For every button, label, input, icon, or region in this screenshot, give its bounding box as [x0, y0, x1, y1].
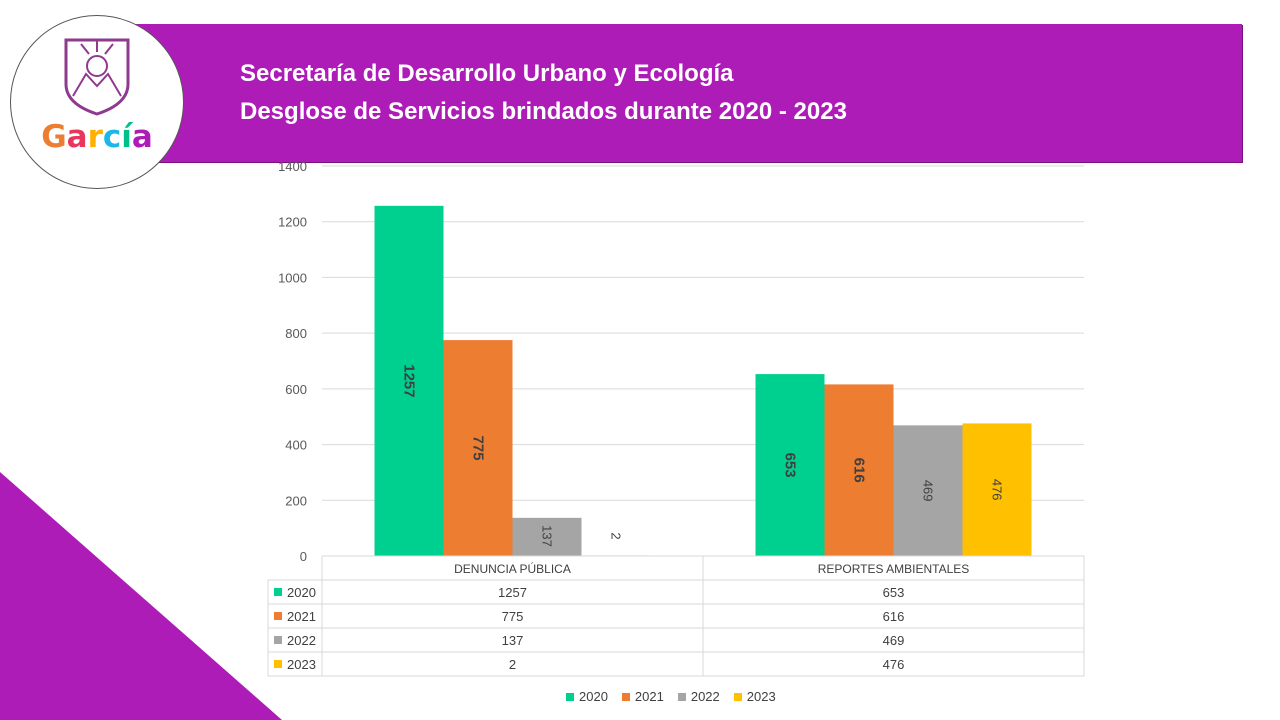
- bar: [824, 384, 894, 556]
- table-cell: 2: [509, 657, 516, 672]
- data-label: 469: [921, 480, 936, 502]
- bar: [443, 340, 513, 556]
- logo-letter: í: [121, 119, 133, 155]
- legend-label: 2021: [634, 689, 664, 704]
- bar: [755, 374, 825, 556]
- legend-key-swatch: [274, 588, 282, 596]
- y-tick-label: 200: [285, 493, 307, 508]
- legend-item: 2021: [621, 689, 664, 704]
- y-tick-label: 400: [285, 438, 307, 453]
- y-tick-label: 1200: [278, 215, 307, 230]
- y-tick-label: 0: [300, 549, 307, 564]
- legend-swatch: [677, 692, 686, 701]
- series-label: 2023: [287, 657, 316, 672]
- legend-key-swatch: [274, 612, 282, 620]
- table-cell: 476: [883, 657, 905, 672]
- logo-letter: r: [88, 119, 104, 155]
- logo-letter: c: [103, 119, 121, 155]
- legend-key-swatch: [274, 660, 282, 668]
- shield-icon: García: [41, 38, 153, 155]
- logo: García: [10, 15, 184, 189]
- legend-item: 2023: [733, 689, 776, 704]
- legend-item: 2020: [566, 689, 608, 704]
- data-label: 2: [609, 532, 624, 539]
- table-cell: 469: [883, 633, 905, 648]
- logo-letter: G: [41, 119, 66, 155]
- data-label: 775: [470, 436, 487, 461]
- data-label: 476: [990, 479, 1005, 501]
- y-tick-label: 1400: [278, 159, 307, 174]
- chart-legend: 2020 2021 2022 2023: [566, 689, 776, 704]
- table-cell: 775: [502, 609, 524, 624]
- data-label: 653: [782, 453, 799, 478]
- category-label: DENUNCIA PÚBLICA: [454, 561, 571, 576]
- y-tick-label: 600: [285, 382, 307, 397]
- legend-swatch: [566, 692, 574, 701]
- bar: [512, 517, 582, 556]
- legend-label: 2023: [746, 689, 776, 704]
- table-cell: 137: [502, 633, 524, 648]
- legend-item: 2022: [677, 689, 720, 704]
- data-label: 616: [851, 458, 868, 483]
- header-banner: [120, 24, 1242, 162]
- legend-swatch: [733, 692, 742, 701]
- series-label: 2021: [287, 609, 316, 624]
- legend-swatch: [621, 692, 630, 701]
- y-tick-label: 1000: [278, 270, 307, 285]
- page-subtitle: Desglose de Servicios brindados durante …: [240, 98, 847, 125]
- table-cell: 653: [883, 585, 905, 600]
- y-tick-label: 800: [285, 326, 307, 341]
- bar: [962, 423, 1032, 556]
- data-label: 1257: [401, 364, 418, 397]
- series-label: 2022: [287, 633, 316, 648]
- bar: [374, 205, 444, 557]
- legend-label: 2022: [690, 689, 720, 704]
- legend-key-swatch: [274, 636, 282, 644]
- legend-label: 2020: [579, 689, 608, 704]
- series-label: 2020: [287, 585, 316, 600]
- logo-letter: a: [67, 119, 88, 155]
- data-label: 137: [540, 525, 555, 547]
- table-cell: 1257: [498, 585, 527, 600]
- logo-letter: a: [132, 119, 153, 155]
- page-title: Secretaría de Desarrollo Urbano y Ecolog…: [240, 60, 734, 87]
- table-cell: 616: [883, 609, 905, 624]
- logo-text: García: [41, 119, 153, 155]
- bar: [893, 425, 963, 556]
- category-label: REPORTES AMBIENTALES: [818, 562, 970, 576]
